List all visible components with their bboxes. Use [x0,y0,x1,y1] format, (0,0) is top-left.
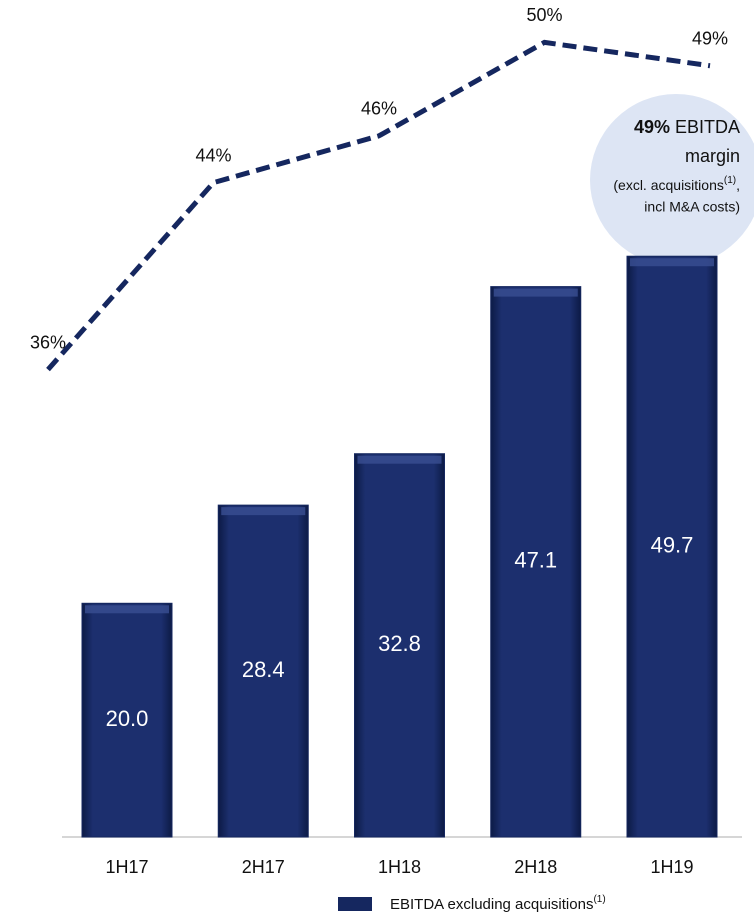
legend-swatch [338,897,372,911]
bar-value-label: 28.4 [242,657,285,682]
line-value-label: 44% [195,145,231,165]
x-tick-label: 1H17 [105,857,148,877]
x-tick-label: 1H18 [378,857,421,877]
bar [354,453,445,838]
bar-highlight [493,288,578,297]
bar [490,286,582,838]
x-tick-label: 1H19 [650,857,693,877]
bar [626,255,718,838]
annotation-text: margin [685,146,740,166]
line [46,39,711,372]
bar-highlight [85,605,169,614]
legend-text: EBITDA excluding acquisitions [390,896,593,913]
bar-value-label: 32.8 [378,631,421,656]
bar-value-label: 20.0 [106,706,149,731]
annotation-text: EBITDA [675,117,740,137]
x-tick-label: 2H18 [514,857,557,877]
line-value-label: 50% [526,5,562,25]
annotation-sup: (1) [724,175,736,186]
bar-value-label: 49.7 [651,532,694,557]
bar [81,602,173,838]
line-value-label: 46% [361,99,397,119]
annotation-bold: 49% [634,117,670,137]
bar-highlight [221,507,306,516]
annotation-bubble [590,94,754,266]
annotation-text: (excl. acquisitions(1), [613,175,740,193]
line-value-label: 49% [692,28,728,48]
annotation-text: (excl. acquisitions [613,177,724,193]
line-value-label: 36% [30,332,66,352]
bar [217,504,309,838]
x-tick-label: 2H17 [242,857,285,877]
annotation: 49% EBITDA margin (excl. acquisitions(1)… [613,117,740,215]
bar-value-label: 47.1 [514,548,557,573]
annotation-text: , [736,177,740,193]
legend-label: EBITDA excluding acquisitions(1) [390,894,606,913]
bar-highlight [630,258,714,267]
annotation-text: 49% EBITDA [634,117,740,137]
bar-highlight [357,455,442,464]
annotation-text: incl M&A costs) [644,199,740,215]
legend-sup: (1) [593,894,605,905]
